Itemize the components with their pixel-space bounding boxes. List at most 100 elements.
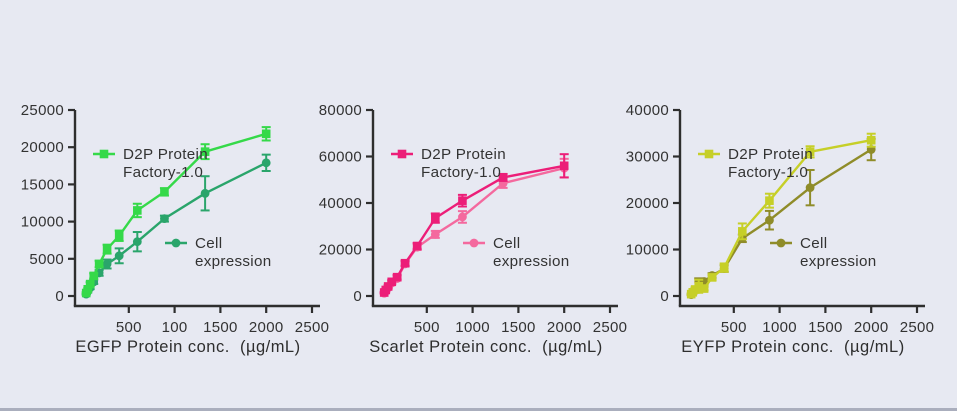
x-tick-label: 1500	[203, 319, 238, 336]
x-tick-label: 500	[414, 319, 440, 336]
data-point-square	[89, 271, 99, 281]
data-point-square	[392, 272, 402, 282]
data-point-square	[400, 258, 410, 268]
d2p-protein-factory-1-0-series	[379, 153, 569, 297]
axes: 0 5000 10000 15000 20000 25000 500 100 1500 2000 2…	[21, 102, 330, 336]
legend-square-marker	[99, 149, 109, 159]
legend-circle-marker	[469, 238, 479, 248]
x-tick-label: 1000	[455, 319, 490, 336]
data-point-square	[765, 196, 774, 205]
data-point-circle	[458, 212, 467, 222]
chart-panel-egfp: 0 5000 10000 15000 20000 25000 500 100 1500 2000 2…	[17, 88, 337, 388]
data-point-circle	[200, 188, 210, 198]
legend-label: D2P Protein	[123, 146, 208, 163]
axes: 0 20000 40000 60000 80000 500 1000 1500 2000 2500	[319, 102, 628, 336]
x-tick-label: 2500	[295, 319, 330, 336]
series-line	[383, 164, 565, 294]
scarlet-chart: 0 20000 40000 60000 80000 500 1000 1500 2000 2500…	[319, 102, 628, 336]
data-point-circle	[160, 214, 169, 224]
x-tick-label: 2000	[249, 319, 284, 336]
legend-label: expression	[800, 253, 877, 270]
y-tick-label: 80000	[319, 102, 362, 119]
y-tick-label: 0	[353, 288, 362, 305]
scarlet-x-axis-title: Scarlet Protein conc. (µg/mL)	[369, 338, 603, 356]
x-tick-label: 100	[162, 319, 188, 336]
data-point-square	[559, 161, 569, 171]
data-point-square	[261, 129, 271, 139]
axes: 0 10000 20000 30000 40000 500 1000 1500 2000 2500	[626, 102, 935, 336]
x-tick-label: 1500	[501, 319, 536, 336]
legend-label: Factory-1.0	[728, 164, 808, 181]
y-tick-label: 10000	[21, 214, 64, 231]
x-tick-label: 2000	[854, 319, 889, 336]
chart-panel-eyfp: 0 10000 20000 30000 40000 500 1000 1500 2000 2500…	[622, 88, 942, 388]
data-point-square	[83, 285, 93, 294]
data-point-square	[805, 147, 815, 157]
data-point-square	[387, 277, 397, 287]
data-point-square	[866, 135, 876, 145]
legend-label: D2P Protein	[728, 146, 813, 163]
data-point-square	[383, 282, 393, 291]
legend-label: expression	[493, 253, 570, 270]
x-tick-label: 500	[116, 319, 142, 336]
y-tick-label: 10000	[626, 242, 669, 259]
eyfp-chart: 0 10000 20000 30000 40000 500 1000 1500 2000 2500…	[626, 102, 935, 336]
d2p-protein-factory-1-0-series	[81, 126, 271, 298]
y-tick-label: 30000	[626, 149, 669, 166]
data-point-circle	[102, 259, 112, 269]
y-tick-label: 40000	[626, 102, 669, 119]
data-point-circle	[765, 215, 774, 225]
y-tick-label: 20000	[626, 195, 669, 212]
data-point-circle	[114, 251, 124, 261]
y-tick-label: 15000	[21, 176, 64, 193]
data-point-square	[738, 227, 747, 236]
x-tick-label: 2000	[547, 319, 582, 336]
series-line	[85, 161, 267, 295]
y-tick-label: 25000	[21, 102, 64, 119]
egfp-chart: 0 5000 10000 15000 20000 25000 500 100 1500 2000 2…	[21, 102, 330, 336]
legend-label: expression	[195, 253, 272, 270]
y-tick-label: 20000	[319, 242, 362, 259]
data-point-circle	[805, 183, 815, 193]
data-point-square	[94, 259, 104, 269]
series-line	[383, 166, 565, 294]
legend-square-marker	[397, 149, 407, 159]
data-point-square	[431, 213, 440, 223]
data-point-circle	[261, 158, 271, 168]
d2p-protein-factory-1-0-series	[686, 132, 876, 299]
y-tick-label: 20000	[21, 139, 64, 156]
legend-circle-marker	[171, 238, 181, 248]
legend-label: Factory-1.0	[123, 164, 203, 181]
y-tick-label: 5000	[29, 251, 64, 268]
x-tick-label: 1500	[808, 319, 843, 336]
egfp-x-axis-title: EGFP Protein conc. (µg/mL)	[75, 338, 301, 356]
data-point-square	[160, 187, 169, 197]
data-point-square	[699, 284, 709, 293]
x-tick-label: 2500	[593, 319, 628, 336]
legend-label: D2P Protein	[421, 146, 506, 163]
data-point-square	[694, 281, 704, 291]
data-point-circle	[430, 229, 440, 239]
chart-panel-scarlet: 0 20000 40000 60000 80000 500 1000 1500 2000 2500…	[315, 88, 635, 388]
legend-label: Cell	[800, 235, 827, 252]
eyfp-x-axis-title: EYFP Protein conc. (µg/mL)	[681, 338, 905, 356]
y-tick-label: 0	[660, 288, 669, 305]
data-point-square	[114, 231, 124, 241]
data-point-square	[458, 196, 467, 205]
data-point-square	[102, 244, 112, 254]
y-tick-label: 60000	[319, 149, 362, 166]
x-tick-label: 500	[721, 319, 747, 336]
legend-label: Cell	[493, 235, 520, 252]
data-point-square	[412, 241, 422, 251]
data-point-square	[85, 279, 95, 289]
data-point-square	[133, 206, 142, 215]
x-tick-label: 2500	[900, 319, 935, 336]
x-tick-label: 1000	[762, 319, 797, 336]
